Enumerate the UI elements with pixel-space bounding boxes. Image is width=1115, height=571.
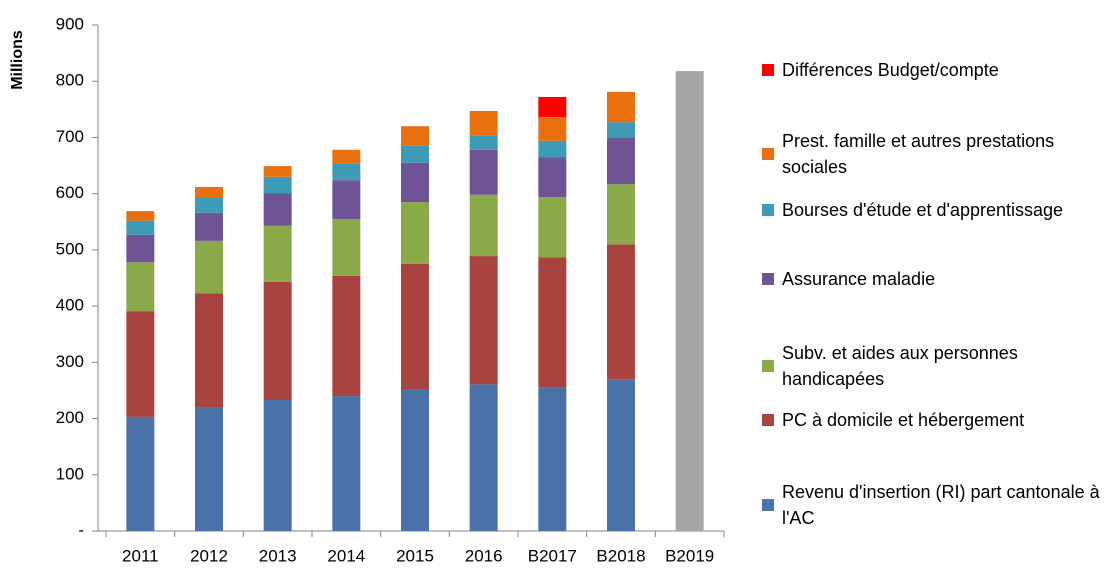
y-tick-label: 700: [56, 127, 84, 146]
bar-segment: [126, 262, 155, 312]
legend-swatch: [762, 148, 774, 160]
legend-swatch: [762, 64, 774, 76]
bar-segment: [401, 202, 429, 264]
bar-segment: [332, 218, 361, 276]
bar-segment: [401, 263, 429, 390]
legend-label: Subv. et aides aux personnes handicapées: [782, 343, 1018, 389]
y-tick-label: 400: [56, 296, 84, 315]
y-tick-label: 500: [56, 239, 84, 258]
bar-segment: [538, 157, 567, 198]
x-tick-label: B2017: [528, 546, 577, 565]
bar-segment: [126, 311, 155, 417]
bar-segment: [126, 416, 155, 531]
bar-segment: [607, 122, 635, 139]
bar-segment: [607, 138, 635, 185]
legend-swatch: [762, 273, 774, 285]
bar-segment: [263, 193, 292, 226]
bar-segment: [469, 149, 498, 195]
x-tick-label: B2018: [596, 546, 645, 565]
x-tick-label: B2019: [665, 546, 714, 565]
legend-item: PC à domicile et hébergement: [762, 407, 1107, 433]
bar-segment: [607, 91, 635, 123]
x-tick-label: 2016: [465, 546, 503, 565]
bar-segment: [263, 176, 292, 194]
bar-segment: [195, 212, 223, 241]
legend-swatch: [762, 204, 774, 216]
bar-segment: [469, 111, 498, 136]
legend-item: Revenu d'insertion (RI) part cantonale à…: [762, 479, 1107, 531]
legend-item: Subv. et aides aux personnes handicapées: [762, 340, 1107, 392]
legend-label: PC à domicile et hébergement: [782, 410, 1025, 430]
bar-segment: [538, 197, 567, 258]
legend-item: Prest. famille et autres prestations soc…: [762, 128, 1107, 180]
bar-segment: [332, 163, 361, 181]
bar-segment: [469, 384, 498, 531]
legend-swatch: [762, 499, 774, 511]
bar-segment: [401, 126, 429, 146]
bar-segment: [469, 256, 498, 385]
y-tick-label: 100: [56, 464, 84, 483]
bar-segment: [263, 225, 292, 282]
legend-swatch: [762, 360, 774, 372]
y-tick-label: 900: [56, 14, 84, 33]
y-tick-label: 300: [56, 352, 84, 371]
legend-label: Prest. famille et autres prestations soc…: [782, 131, 1055, 177]
legend-item: Différences Budget/compte: [762, 57, 1107, 83]
bar-segment: [607, 379, 635, 531]
x-tick-label: 2015: [396, 546, 434, 565]
bar-segment: [126, 234, 155, 263]
bar-segment: [401, 162, 429, 203]
bar-segment: [332, 275, 361, 397]
bar-segment: [675, 71, 704, 531]
bar-segment: [126, 220, 155, 235]
bar-segment: [538, 387, 567, 531]
bar-segment: [332, 396, 361, 531]
y-tick-label: 600: [56, 183, 84, 202]
x-tick-label: 2013: [259, 546, 297, 565]
bar-segment: [263, 281, 292, 401]
bar-segment: [195, 293, 223, 408]
bar-segment: [538, 96, 567, 118]
bar-segment: [538, 140, 567, 158]
bar-segment: [332, 149, 361, 164]
x-tick-label: 2012: [190, 546, 228, 565]
legend-label: Assurance maladie: [782, 269, 936, 289]
bar-segment: [263, 400, 292, 531]
bar-segment: [195, 240, 223, 294]
x-tick-label: 2011: [122, 546, 159, 565]
legend-label: Différences Budget/compte: [782, 60, 999, 80]
legend-label: Bourses d'étude et d'apprentissage: [782, 200, 1064, 220]
y-tick-label: -: [78, 520, 84, 539]
bar-segment: [401, 145, 429, 163]
bar-segment: [263, 166, 292, 177]
bar-segment: [332, 180, 361, 219]
bar-segment: [195, 407, 223, 531]
legend-swatch: [762, 414, 774, 426]
bar-segment: [538, 117, 567, 141]
legend-item: Assurance maladie: [762, 266, 1107, 292]
bar-segment: [607, 244, 635, 380]
bar-segment: [195, 197, 223, 213]
bar-segment: [469, 135, 498, 150]
bar-segment: [401, 389, 429, 531]
legend-item: Bourses d'étude et d'apprentissage: [762, 197, 1107, 223]
y-tick-label: 200: [56, 408, 84, 427]
bar-segment: [607, 184, 635, 245]
bar-segment: [126, 211, 155, 221]
bar-segment: [469, 194, 498, 257]
bar-segment: [538, 257, 567, 388]
legend-label: Revenu d'insertion (RI) part cantonale à…: [782, 482, 1100, 528]
y-axis-label: Millions: [9, 30, 26, 90]
y-tick-label: 800: [56, 71, 84, 90]
x-tick-label: 2014: [327, 546, 365, 565]
bar-segment: [195, 186, 223, 198]
